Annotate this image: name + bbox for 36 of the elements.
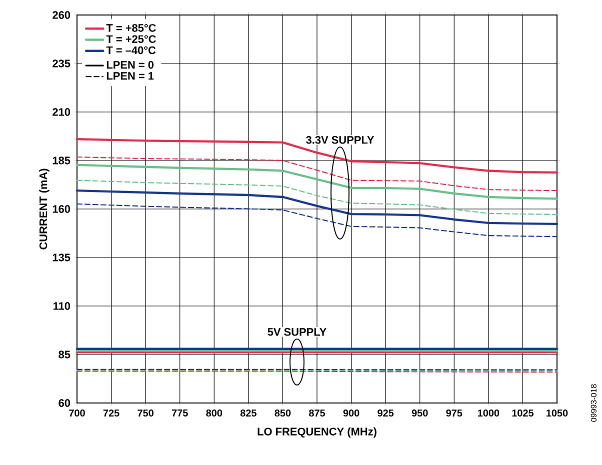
y-tick-label: 85 [58,350,70,358]
x-tick-label: 750 [138,410,154,417]
legend-label: T = +25°C [106,35,156,43]
y-tick-label: 185 [52,156,70,164]
line-series [76,156,558,192]
x-tick-label: 1050 [546,410,568,417]
legend-label: LPEN = 0 [106,60,154,69]
x-axis-title: LO FREQUENCY (MHz) [258,427,376,438]
annotation: 5V SUPPLY [268,328,326,336]
x-tick-label: 725 [103,410,120,417]
y-tick-label: 260 [52,11,70,19]
x-tick-label: 900 [343,410,360,417]
line-series [76,203,558,238]
y-tick-label: 110 [54,302,70,310]
line-series [76,164,558,200]
y-tick-label: 160 [52,205,70,213]
x-tick-label: 925 [378,410,394,417]
y-tick-label: 235 [52,60,70,68]
x-tick-label: 850 [274,410,291,417]
legend-label: LPEN = 1 [106,72,154,80]
y-tick-label: 210 [52,108,70,116]
x-tick-label: 975 [446,410,462,417]
x-tick-label: 1000 [478,410,500,417]
y-tick-label: 60 [58,399,70,407]
x-tick-label: 825 [240,410,256,417]
x-tick-label: 700 [69,410,85,417]
x-tick-label: 1025 [512,410,534,417]
x-tick-label: 800 [206,410,222,417]
annotation: 3.3V SUPPLY [306,136,374,144]
x-tick-label: 950 [412,410,428,417]
y-axis-title: CURRENT (mA) [39,168,50,250]
legend-label: T = –40°C [106,46,156,54]
x-tick-label: 875 [309,410,326,417]
x-tick-label: 775 [172,410,188,416]
legend-label: T = +85°C [106,24,156,32]
y-tick-label: 135 [52,254,70,262]
